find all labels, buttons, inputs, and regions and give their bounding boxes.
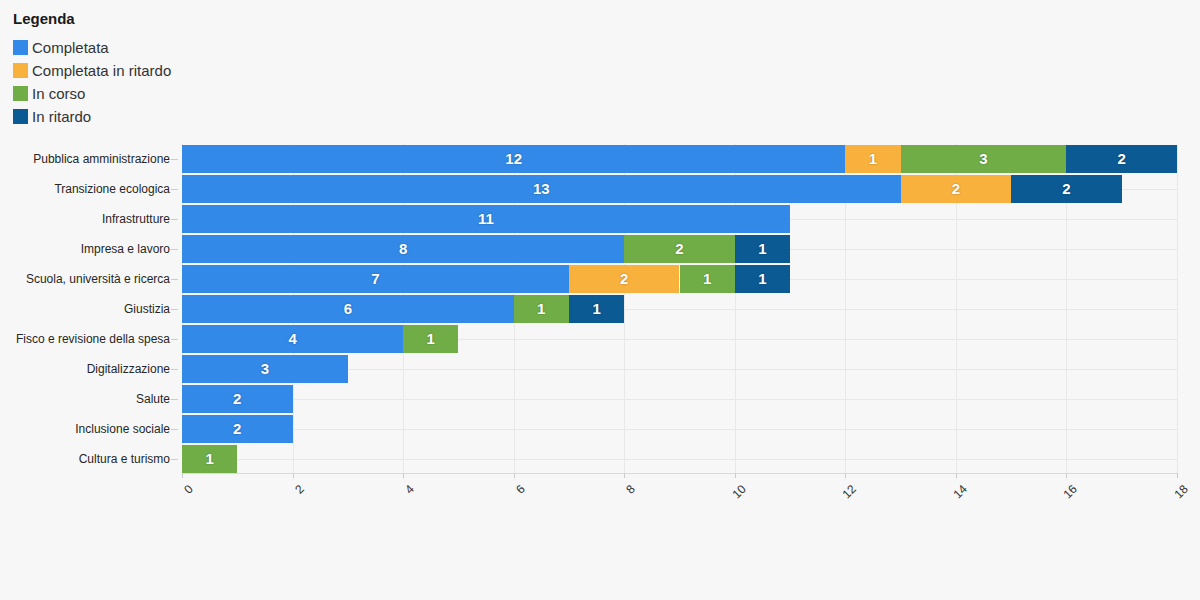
y-tick-mark xyxy=(171,279,178,280)
bar-value-label: 7 xyxy=(371,265,379,293)
category-label: Giustizia xyxy=(2,301,170,317)
x-tick-label: 4 xyxy=(402,482,417,497)
chart-root: Legenda CompletataCompletata in ritardoI… xyxy=(0,0,1200,600)
category-label: Scuola, università e ricerca xyxy=(2,271,170,287)
bar-value-label: 11 xyxy=(478,205,494,233)
x-tick-label: 8 xyxy=(623,482,638,497)
bar-value-label: 1 xyxy=(592,295,600,323)
bar-segment[interactable]: 11 xyxy=(182,205,790,233)
bar-value-label: 1 xyxy=(758,235,766,263)
bar-value-label: 2 xyxy=(233,415,241,443)
bar-value-label: 1 xyxy=(758,265,766,293)
bar-value-label: 1 xyxy=(537,295,545,323)
bar-segment[interactable]: 3 xyxy=(901,145,1067,173)
x-tick-label: 6 xyxy=(513,482,528,497)
x-axis-line xyxy=(182,473,1177,474)
category-label: Cultura e turismo xyxy=(2,451,170,467)
bar-segment[interactable]: 1 xyxy=(514,295,569,323)
y-gridline xyxy=(182,399,1177,400)
x-tick-label: 0 xyxy=(181,482,196,497)
category-label: Transizione ecologica xyxy=(2,181,170,197)
category-label: Pubblica amministrazione xyxy=(2,151,170,167)
bar-value-label: 2 xyxy=(233,385,241,413)
bar-segment[interactable]: 1 xyxy=(680,265,735,293)
bar-segment[interactable]: 12 xyxy=(182,145,845,173)
category-label: Salute xyxy=(2,391,170,407)
y-tick-mark xyxy=(171,159,178,160)
bar-value-label: 2 xyxy=(620,265,628,293)
bar-segment[interactable]: 2 xyxy=(624,235,735,263)
bar-segment[interactable]: 1 xyxy=(735,265,790,293)
y-gridline xyxy=(182,429,1177,430)
bar-segment[interactable]: 1 xyxy=(569,295,624,323)
bar-segment[interactable]: 2 xyxy=(1066,145,1177,173)
bar-segment[interactable]: 7 xyxy=(182,265,569,293)
bar-segment[interactable]: 1 xyxy=(845,145,900,173)
bar-segment[interactable]: 1 xyxy=(735,235,790,263)
y-tick-mark xyxy=(171,369,178,370)
bar-value-label: 2 xyxy=(952,175,960,203)
x-tick-label: 2 xyxy=(292,482,307,497)
bar-segment[interactable]: 2 xyxy=(569,265,680,293)
bar-segment[interactable]: 2 xyxy=(182,385,293,413)
y-gridline xyxy=(182,459,1177,460)
category-label: Infrastrutture xyxy=(2,211,170,227)
bar-value-label: 2 xyxy=(1062,175,1070,203)
x-tick-label: 18 xyxy=(1172,482,1191,501)
y-tick-mark xyxy=(171,399,178,400)
bar-value-label: 3 xyxy=(979,145,987,173)
x-gridline xyxy=(1177,144,1178,473)
y-tick-mark xyxy=(171,339,178,340)
bar-segment[interactable]: 3 xyxy=(182,355,348,383)
bar-value-label: 12 xyxy=(505,145,522,173)
bar-value-label: 6 xyxy=(344,295,352,323)
category-label: Fisco e revisione della spesa xyxy=(2,331,170,347)
y-tick-mark xyxy=(171,309,178,310)
bar-segment[interactable]: 1 xyxy=(182,445,237,473)
bar-value-label: 13 xyxy=(533,175,550,203)
bar-segment[interactable]: 2 xyxy=(1011,175,1122,203)
y-tick-mark xyxy=(171,249,178,250)
bar-value-label: 1 xyxy=(869,145,877,173)
bar-value-label: 3 xyxy=(261,355,269,383)
category-label: Digitalizzazione xyxy=(2,361,170,377)
bar-segment[interactable]: 2 xyxy=(182,415,293,443)
bar-segment[interactable]: 8 xyxy=(182,235,624,263)
bar-value-label: 1 xyxy=(703,265,711,293)
category-label: Impresa e lavoro xyxy=(2,241,170,257)
bar-segment[interactable]: 6 xyxy=(182,295,514,323)
bar-value-label: 8 xyxy=(399,235,407,263)
x-tick-label: 10 xyxy=(729,482,748,501)
y-tick-mark xyxy=(171,459,178,460)
x-tick-mark xyxy=(1177,473,1178,478)
x-tick-label: 16 xyxy=(1061,482,1080,501)
bar-segment[interactable]: 13 xyxy=(182,175,901,203)
bar-value-label: 4 xyxy=(288,325,296,353)
plot-area: 024681012141618Pubblica amministrazioneT… xyxy=(0,0,1200,600)
y-tick-mark xyxy=(171,219,178,220)
bar-value-label: 2 xyxy=(675,235,683,263)
bar-value-label: 1 xyxy=(427,325,435,353)
bar-segment[interactable]: 4 xyxy=(182,325,403,353)
x-tick-label: 12 xyxy=(840,482,859,501)
bar-segment[interactable]: 2 xyxy=(901,175,1012,203)
y-tick-mark xyxy=(171,429,178,430)
y-tick-mark xyxy=(171,189,178,190)
bar-value-label: 1 xyxy=(205,445,213,473)
category-label: Inclusione sociale xyxy=(2,421,170,437)
bar-value-label: 2 xyxy=(1118,145,1126,173)
x-tick-label: 14 xyxy=(950,482,969,501)
bar-segment[interactable]: 1 xyxy=(403,325,458,353)
